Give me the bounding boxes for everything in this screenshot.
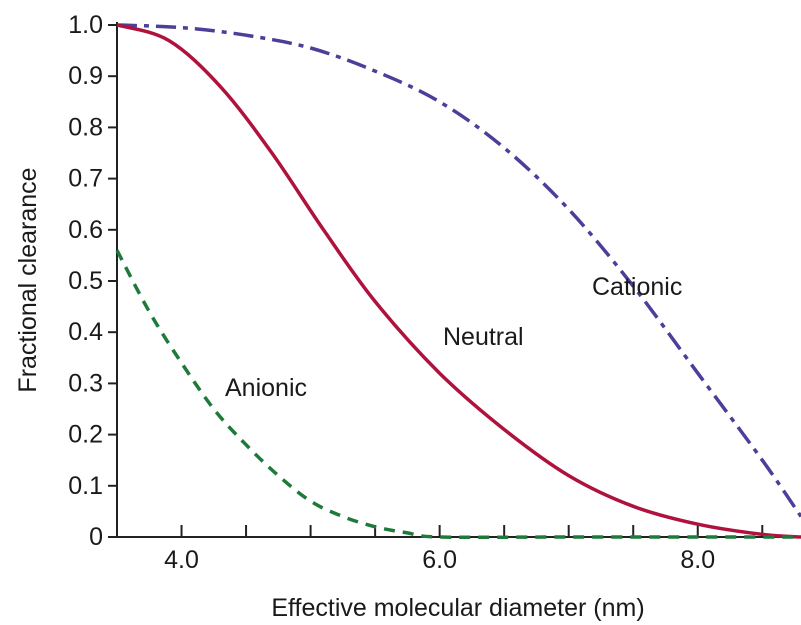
ticks: 0 0.1 0.2 0.3 0.4 0.5 0.6 0.7 0.8 0.9 1.0 4.0 6.0 8.0 [68,11,764,574]
series-lines [115,23,801,540]
series-line-cationic [116,23,801,518]
series-line-neutral [116,23,801,539]
y-tick-label: 0.6 [68,216,103,244]
y-tick-label: 0.1 [68,472,103,500]
series-label-anionic: Anionic [225,374,307,402]
x-tick-label: 8.0 [680,546,715,574]
y-tick-label: 0.8 [68,113,103,141]
x-tick-label: 6.0 [422,546,457,574]
y-tick-label: 1.0 [68,11,103,39]
x-tick-label: 4.0 [164,546,199,574]
y-tick-label: 0.5 [68,267,103,295]
series-label-cationic: Cationic [592,273,682,301]
axes [116,22,801,538]
y-tick-label: 0.7 [68,165,103,193]
series-line-anionic [115,249,801,540]
y-tick-label: 0.2 [68,421,103,449]
series-label-neutral: Neutral [443,323,524,351]
y-tick-label: 0.4 [68,318,103,346]
y-tick-label: 0 [89,523,103,551]
y-tick-label: 0.9 [68,62,103,90]
y-tick-label: 0.3 [68,369,103,397]
y-axis-label: Fractional clearance [14,167,42,392]
x-axis-label: Effective molecular diameter (nm) [271,594,644,622]
